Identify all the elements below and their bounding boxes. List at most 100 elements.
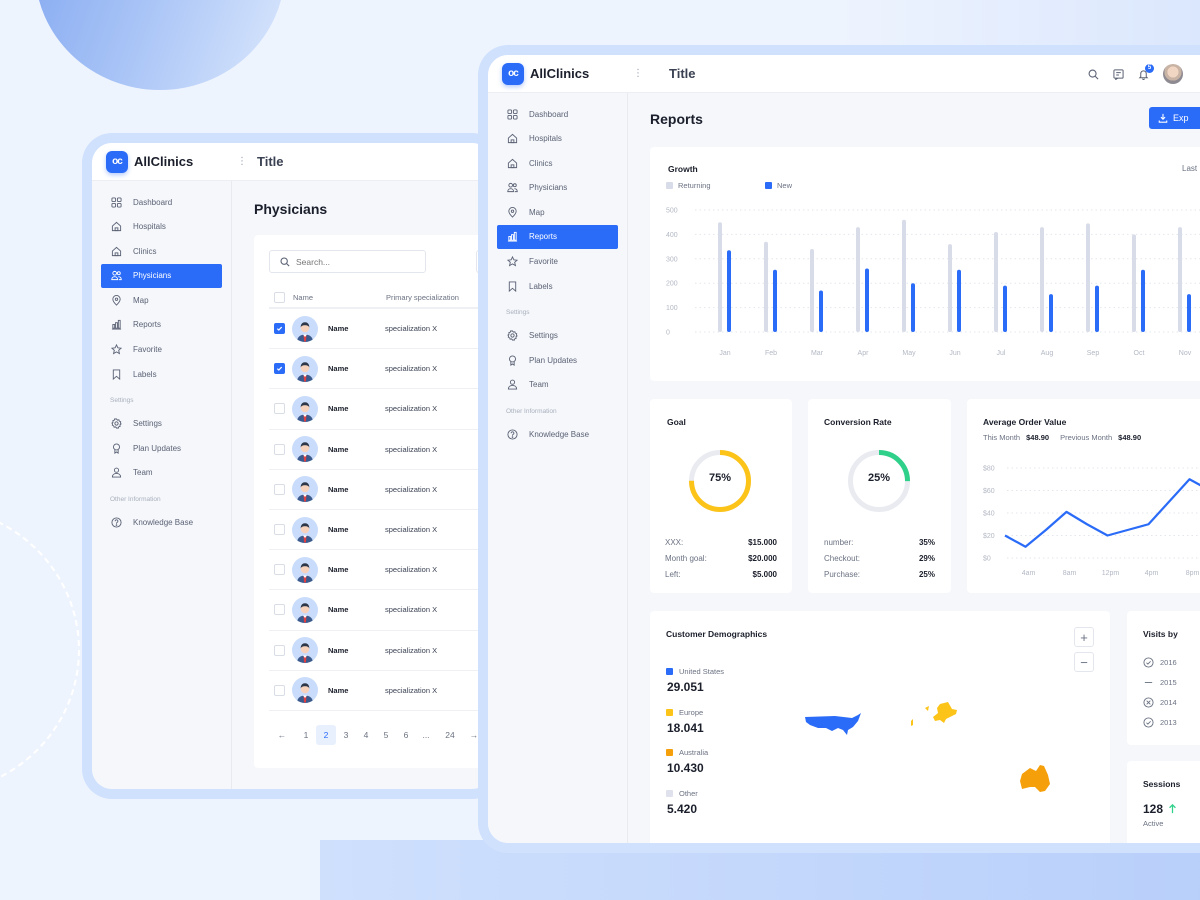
sidebar-item-favorite[interactable]: Favorite (101, 338, 222, 362)
map-zoom-in-button[interactable]: + (1074, 627, 1094, 647)
pagination-page[interactable]: 5 (383, 730, 389, 740)
sidebar-item-labels[interactable]: Labels (101, 362, 222, 386)
column-header-specialization[interactable]: Primary specialization (386, 292, 459, 302)
visit-item-2013[interactable]: 2013 (1143, 712, 1177, 732)
sidebar-item-hospitals[interactable]: Hospitals (497, 127, 618, 151)
legend-swatch (666, 749, 673, 756)
page-heading: Physicians (254, 201, 328, 217)
physician-name[interactable]: Name (328, 685, 349, 695)
select-all-checkbox[interactable] (274, 291, 285, 303)
table-row[interactable]: Name specialization X (269, 430, 492, 470)
sidebar-item-plan-updates[interactable]: Plan Updates (497, 348, 618, 372)
sidebar-item-dashboard[interactable]: Dashboard (497, 102, 618, 126)
physician-name[interactable]: Name (328, 444, 349, 454)
visit-item-2014[interactable]: 2014 (1143, 692, 1177, 712)
demographic-value: 29.051 (667, 680, 704, 694)
row-checkbox[interactable] (274, 524, 285, 536)
pagination-page[interactable]: 3 (343, 730, 349, 740)
sidebar-item-physicians[interactable]: Physicians (497, 176, 618, 200)
sidebar-item-reports[interactable]: Reports (497, 224, 618, 249)
row-checkbox[interactable] (274, 323, 285, 335)
sidebar-item-map[interactable]: Map (497, 200, 618, 224)
sidebar-item-knowledge-base[interactable]: Knowledge Base (101, 511, 222, 535)
table-row[interactable]: Name specialization X (269, 510, 492, 551)
sidebar-item-map[interactable]: Map (101, 288, 222, 312)
sidebar-item-dashboard[interactable]: Dashboard (101, 190, 222, 214)
arrow-up-icon (1169, 804, 1176, 814)
table-row[interactable]: Name specialization X (269, 309, 492, 350)
sidebar-item-favorite[interactable]: Favorite (497, 250, 618, 274)
physician-name[interactable]: Name (328, 565, 349, 575)
pagination-page[interactable]: 24 (445, 730, 455, 740)
table-row[interactable]: Name specialization X (269, 349, 492, 390)
row-checkbox[interactable] (274, 363, 285, 375)
pagination-page[interactable]: 6 (403, 730, 409, 740)
map-region-europe[interactable] (911, 702, 957, 726)
sidebar-item-reports[interactable]: Reports (101, 313, 222, 337)
map-region-united-states[interactable] (805, 713, 861, 735)
kebab-menu-icon[interactable]: ⋮ (633, 68, 643, 79)
sidebar-item-settings[interactable]: Settings (497, 324, 618, 348)
search-input[interactable] (296, 256, 406, 267)
notifications-button[interactable]: 5 (1138, 63, 1154, 80)
demographic-value: 5.420 (667, 801, 698, 816)
bar-new (1003, 285, 1007, 332)
physician-specialization: specialization X (385, 565, 438, 575)
users-icon (111, 271, 122, 281)
physician-name[interactable]: Name (328, 364, 349, 374)
kebab-menu-icon[interactable]: ⋮ (237, 156, 247, 167)
pagination-page[interactable]: 4 (363, 730, 369, 740)
physician-name[interactable]: Name (328, 324, 349, 334)
row-checkbox[interactable] (274, 403, 285, 415)
x-tick-label: 8am (1063, 570, 1077, 577)
logo[interactable]: oc AllClinics (92, 150, 232, 173)
visits-title: Visits by (1143, 629, 1178, 639)
sidebar-item-knowledge-base[interactable]: Knowledge Base (497, 423, 618, 447)
physician-name[interactable]: Name (328, 484, 349, 494)
export-button[interactable]: Exp (1149, 107, 1200, 129)
table-row[interactable]: Name specialization X (269, 590, 492, 631)
column-header-name[interactable]: Name (293, 292, 314, 302)
visit-item-2015[interactable]: 2015 (1143, 672, 1177, 692)
search-field[interactable] (269, 250, 426, 273)
row-checkbox[interactable] (274, 644, 285, 656)
pagination-prev-button[interactable]: ← (277, 730, 287, 740)
logo[interactable]: oc AllClinics (488, 62, 628, 85)
row-checkbox[interactable] (274, 564, 285, 576)
sidebar-item-settings[interactable]: Settings (101, 412, 222, 436)
pagination-page[interactable]: 2 (316, 725, 336, 745)
table-row[interactable]: Name specialization X (269, 389, 492, 430)
physician-name[interactable]: Name (328, 645, 349, 655)
row-checkbox[interactable] (274, 684, 285, 696)
pagination-next-button[interactable]: → (469, 730, 479, 740)
stat-key: Month goal: (665, 554, 707, 563)
pagination-page[interactable]: 1 (303, 730, 309, 740)
physician-name[interactable]: Name (328, 404, 349, 414)
user-avatar[interactable] (1163, 64, 1183, 84)
sidebar-item-clinics[interactable]: Clinics (497, 151, 618, 175)
map-region-australia[interactable] (1020, 765, 1050, 792)
sidebar-item-hospitals[interactable]: Hospitals (101, 215, 222, 239)
search-icon[interactable] (1088, 69, 1099, 80)
row-checkbox[interactable] (274, 443, 285, 455)
sidebar-item-labels[interactable]: Labels (497, 274, 618, 298)
message-icon[interactable] (1113, 68, 1124, 80)
row-checkbox[interactable] (274, 483, 285, 495)
pagination: ← 1 2 3 4 5 6... 24 → (272, 725, 484, 745)
table-row[interactable]: Name specialization X (269, 671, 492, 711)
table-row[interactable]: Name specialization X (269, 631, 492, 671)
table-row[interactable]: Name specialization X (269, 550, 492, 591)
sidebar-item-team[interactable]: Team (101, 461, 222, 485)
range-selector[interactable]: Last (1182, 164, 1198, 173)
physician-name[interactable]: Name (328, 605, 349, 615)
map-zoom-out-button[interactable]: − (1074, 652, 1094, 672)
physician-name[interactable]: Name (328, 525, 349, 535)
sidebar-item-physicians[interactable]: Physicians (101, 263, 222, 288)
sidebar-item-plan-updates[interactable]: Plan Updates (101, 436, 222, 460)
sidebar-item-team[interactable]: Team (497, 373, 618, 397)
sidebar-item-label: Knowledge Base (529, 430, 590, 440)
table-row[interactable]: Name specialization X (269, 470, 492, 510)
visit-item-2016[interactable]: 2016 (1143, 652, 1177, 672)
row-checkbox[interactable] (274, 604, 285, 616)
sidebar-item-clinics[interactable]: Clinics (101, 239, 222, 263)
